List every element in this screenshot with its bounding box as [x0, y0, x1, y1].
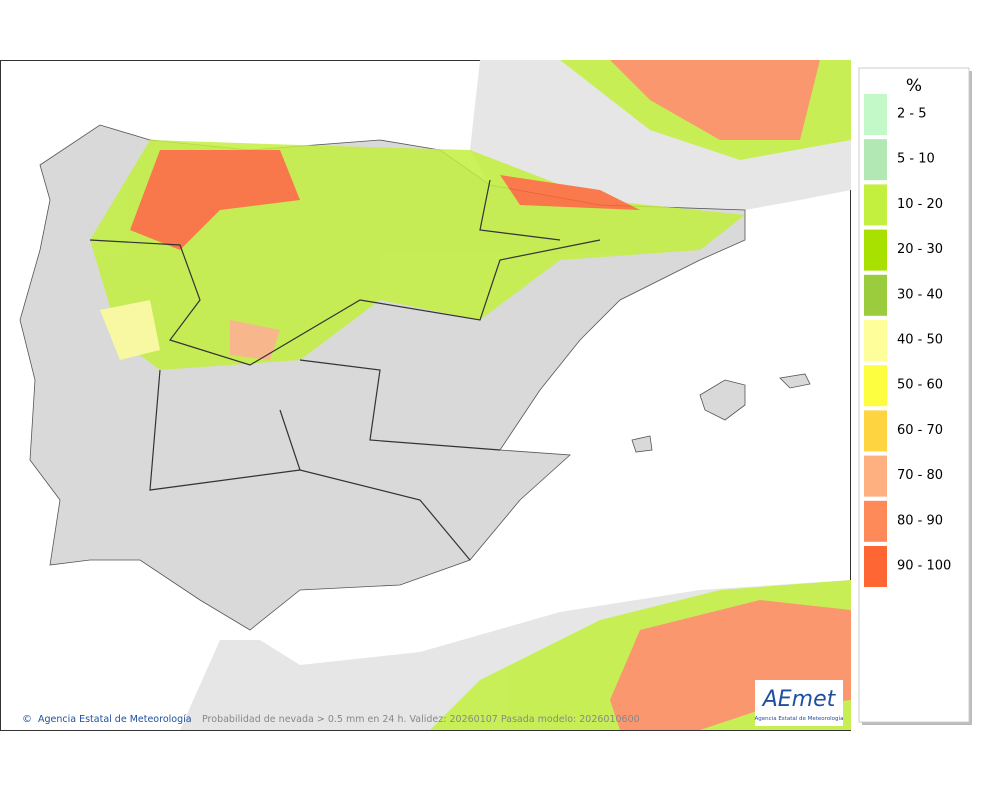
legend-title: %	[906, 76, 922, 96]
mallorca	[699, 379, 746, 421]
legend-label: 80 - 90	[897, 513, 943, 528]
legend-swatch	[864, 274, 887, 316]
legend-swatch	[864, 365, 887, 407]
map: © Agencia Estatal de Meteorología Probab…	[0, 60, 851, 731]
legend-swatch	[864, 410, 887, 452]
caption: Probabilidad de nevada > 0.5 mm en 24 h.…	[202, 714, 640, 725]
ibiza	[631, 435, 653, 453]
legend-label: 90 - 100	[897, 559, 951, 574]
copyright-icon: ©	[22, 714, 32, 725]
legend-swatch	[864, 455, 887, 497]
legend-swatch	[864, 184, 887, 226]
legend-swatch	[864, 320, 887, 361]
logo-subtitle: Agencia Estatal de Meteorología	[755, 715, 844, 722]
logo-box	[755, 680, 843, 726]
legend-swatch	[864, 229, 887, 271]
legend-label: 10 - 20	[897, 197, 943, 212]
legend-label: 5 - 10	[897, 152, 935, 167]
legend-swatch	[864, 139, 887, 181]
legend-label: 70 - 80	[897, 468, 943, 483]
legend-swatch	[864, 94, 887, 135]
legend-swatch	[864, 546, 887, 587]
legend-label: 60 - 70	[897, 423, 943, 438]
legend-label: 20 - 30	[897, 242, 943, 257]
logo-name: AEmet	[761, 687, 837, 712]
legend-swatch	[864, 500, 887, 542]
legend-label: 2 - 5	[897, 107, 927, 122]
credit: Agencia Estatal de Meteorología	[38, 714, 192, 725]
legend-label: 50 - 60	[897, 378, 943, 393]
legend-label: 40 - 50	[897, 333, 943, 348]
legend: % 2 - 5 5 - 10 10 - 20 20 - 30 30 - 40 40 - 5…	[858, 67, 972, 725]
menorca	[779, 373, 811, 389]
legend-label: 30 - 40	[897, 287, 943, 302]
region-borders	[89, 179, 601, 561]
